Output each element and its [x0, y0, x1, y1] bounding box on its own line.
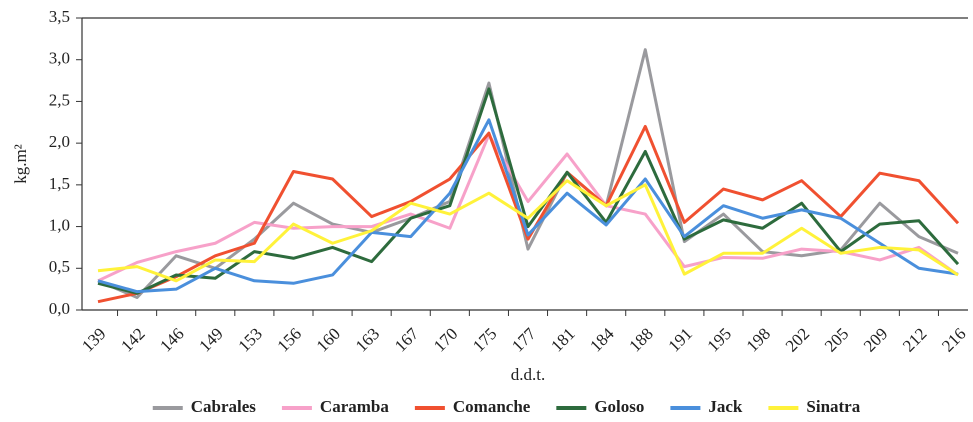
legend-label: Sinatra [806, 397, 860, 416]
x-tick-label: 216 [938, 324, 969, 355]
legend-label: Jack [708, 397, 743, 416]
y-tick-label: 2,5 [49, 90, 70, 109]
x-tick-label: 202 [782, 324, 813, 355]
x-tick-label: 142 [117, 324, 148, 355]
x-axis-label: d.d.t. [511, 365, 545, 384]
legend-label: Caramba [320, 397, 389, 416]
series-line [97, 118, 959, 294]
y-tick-label: 0,5 [49, 257, 70, 276]
x-tick-label: 198 [743, 324, 774, 355]
series-line [97, 87, 960, 295]
x-tick-label: 205 [821, 324, 852, 355]
x-tick-label: 163 [352, 324, 383, 355]
y-tick-label: 3,0 [49, 49, 70, 68]
y-tick-label: 2,0 [49, 132, 70, 151]
x-tick-label: 209 [860, 324, 891, 355]
x-tick-label: 181 [547, 324, 578, 355]
x-tick-label: 184 [586, 324, 618, 356]
x-tick-label: 156 [274, 324, 305, 355]
y-tick-label: 1,0 [49, 215, 70, 234]
x-tick-label: 170 [430, 324, 461, 355]
y-axis-label: kg.m² [11, 144, 30, 184]
y-tick-label: 1,5 [49, 174, 70, 193]
x-tick-label: 212 [899, 324, 930, 355]
x-tick-label: 139 [78, 324, 109, 355]
x-tick-label: 175 [469, 324, 500, 355]
x-tick-label: 177 [508, 324, 540, 356]
y-tick-label: 0,0 [49, 299, 70, 318]
series-line [97, 179, 959, 283]
y-tick-label: 3,5 [49, 7, 70, 26]
x-tick-label: 149 [195, 324, 226, 355]
legend-label: Cabrales [191, 397, 257, 416]
x-tick-label: 188 [625, 324, 656, 355]
x-tick-label: 146 [156, 324, 187, 355]
legend-label: Comanche [453, 397, 531, 416]
x-tick-label: 195 [704, 324, 735, 355]
series-line [97, 133, 959, 283]
legend-label: Goloso [594, 397, 644, 416]
x-tick-label: 191 [664, 324, 695, 355]
x-tick-label: 167 [391, 324, 423, 356]
series-line [97, 124, 960, 304]
x-tick-label: 160 [313, 324, 344, 355]
x-tick-label: 153 [234, 324, 265, 355]
